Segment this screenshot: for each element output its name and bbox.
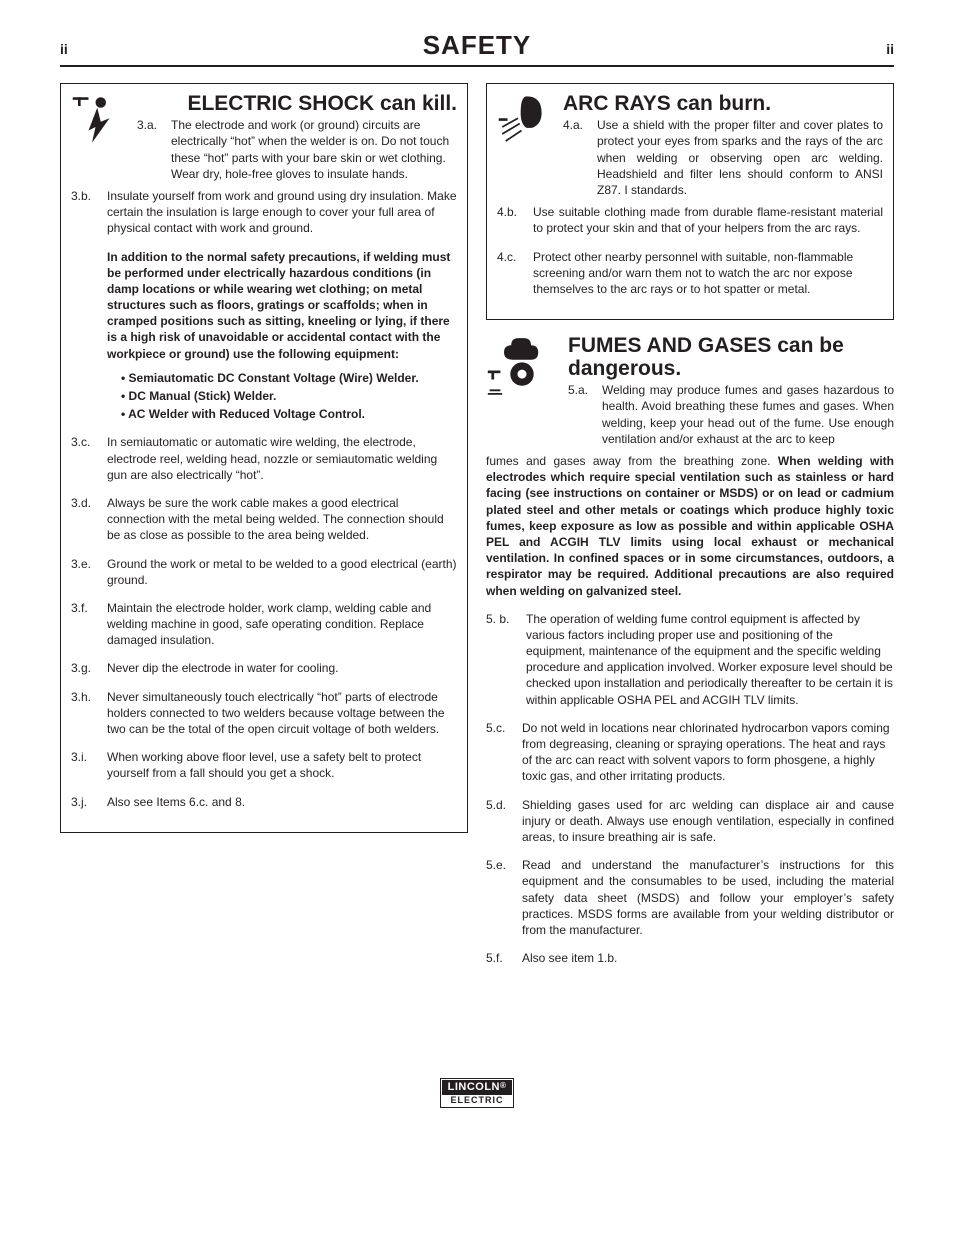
item-5a: 5.a. Welding may produce fumes and gases…: [568, 382, 894, 447]
item-5f: 5.f.Also see item 1.b.: [486, 950, 894, 966]
fumes-flow-text: fumes and gases away from the breathing …: [486, 453, 894, 599]
header-page-left: ii: [60, 40, 68, 59]
footer-logo: LINCOLN® ELECTRIC: [60, 1078, 894, 1108]
electric-shock-icon: [71, 92, 127, 148]
item-5e: 5.e.Read and understand the manufacturer…: [486, 857, 894, 938]
item-3i: 3.i.When working above floor level, use …: [71, 749, 457, 781]
item-3b: 3.b. Insulate yourself from work and gro…: [71, 188, 457, 237]
arc-rays-title: ARC RAYS can burn.: [563, 92, 883, 115]
item-3a: 3.a. The electrode and work (or ground) …: [137, 117, 457, 182]
item-4a: 4.a. Use a shield with the proper filter…: [563, 117, 883, 198]
item-3d: 3.d.Always be sure the work cable makes …: [71, 495, 457, 544]
header-title: SAFETY: [423, 28, 532, 63]
fumes-icon: [486, 334, 558, 398]
lincoln-logo: LINCOLN® ELECTRIC: [440, 1078, 515, 1108]
item-5b: 5. b.The operation of welding fume contr…: [486, 611, 894, 708]
item-3c: 3.c.In semiautomatic or automatic wire w…: [71, 434, 457, 483]
item-3e: 3.e.Ground the work or metal to be welde…: [71, 556, 457, 588]
item-3h: 3.h.Never simultaneously touch electrica…: [71, 689, 457, 738]
arc-rays-icon: [497, 92, 553, 148]
item-4c: 4.c.Protect other nearby personnel with …: [497, 249, 883, 298]
item-5d: 5.d.Shielding gases used for arc welding…: [486, 797, 894, 846]
item-3g: 3.g.Never dip the electrode in water for…: [71, 660, 457, 676]
fumes-section: FUMES AND GASES can be dangerous. 5.a. W…: [486, 334, 894, 966]
item-4b: 4.b.Use suitable clothing made from dura…: [497, 204, 883, 236]
header-page-right: ii: [886, 40, 894, 59]
fumes-title: FUMES AND GASES can be dangerous.: [568, 334, 894, 380]
page-header: ii SAFETY ii: [60, 28, 894, 67]
left-column: ELECTRIC SHOCK can kill. 3.a. The electr…: [60, 83, 468, 978]
arc-rays-section: ARC RAYS can burn. 4.a. Use a shield wit…: [486, 83, 894, 320]
item-3j: 3.j.Also see Items 6.c. and 8.: [71, 794, 457, 810]
item-3f: 3.f.Maintain the electrode holder, work …: [71, 600, 457, 649]
equipment-bullets: • Semiautomatic DC Constant Voltage (Wir…: [121, 370, 457, 423]
right-column: ARC RAYS can burn. 4.a. Use a shield wit…: [486, 83, 894, 978]
electric-shock-section: ELECTRIC SHOCK can kill. 3.a. The electr…: [60, 83, 468, 833]
hazardous-conditions-block: In addition to the normal safety precaut…: [107, 249, 457, 362]
item-5c: 5.c.Do not weld in locations near chlori…: [486, 720, 894, 785]
content-columns: ELECTRIC SHOCK can kill. 3.a. The electr…: [60, 83, 894, 978]
electric-shock-title: ELECTRIC SHOCK can kill.: [137, 92, 457, 115]
